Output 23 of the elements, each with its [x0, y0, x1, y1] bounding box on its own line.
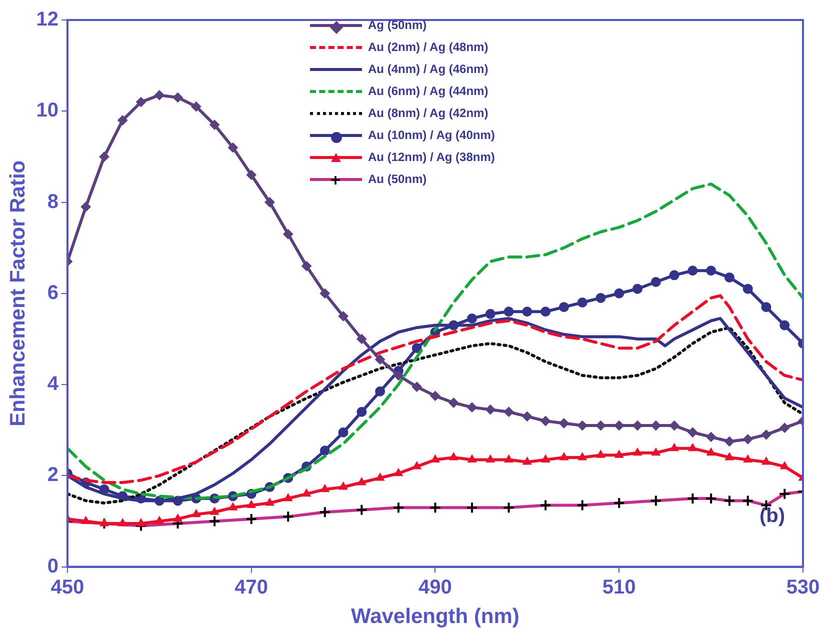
legend-label: Au (12nm) / Ag (38nm) [368, 150, 495, 164]
y-tick-label: 8 [47, 190, 58, 213]
y-tick-label: 12 [36, 8, 58, 31]
legend-label: Au (2nm) / Ag (48nm) [368, 40, 488, 54]
legend-label: Au (8nm) / Ag (42nm) [368, 106, 488, 120]
legend-label: Au (6nm) / Ag (44nm) [368, 84, 488, 98]
x-tick-label: 490 [418, 576, 452, 598]
legend-label: Au (50nm) [368, 172, 427, 186]
x-tick-label: 450 [50, 576, 84, 598]
y-tick-label: 0 [47, 555, 58, 578]
x-axis-title: Wavelength (nm) [351, 605, 520, 628]
y-tick-label: 4 [47, 373, 60, 396]
y-axis-title: Enhancement Factor Ratio [6, 160, 30, 426]
annotation: (b) [759, 505, 785, 528]
legend-label: Au (10nm) / Ag (40nm) [368, 128, 495, 142]
x-tick-label: 510 [602, 576, 636, 598]
legend-label: Ag (50nm) [368, 18, 427, 32]
y-tick-label: 10 [36, 100, 58, 122]
x-tick-label: 530 [786, 576, 820, 598]
legend-label: Au (4nm) / Ag (46nm) [368, 62, 488, 76]
y-tick-label: 6 [47, 282, 58, 304]
y-tick-label: 2 [47, 464, 58, 486]
x-tick-label: 470 [234, 576, 268, 598]
